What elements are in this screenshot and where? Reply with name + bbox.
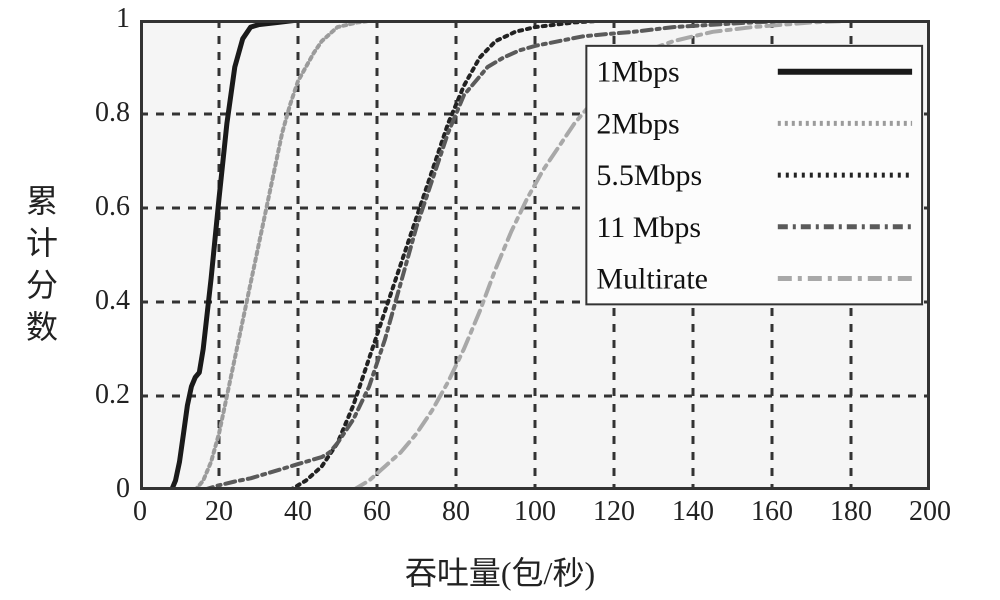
xtick-label: 0	[110, 496, 170, 528]
legend-label-Multirate: Multirate	[596, 263, 708, 296]
xtick-label: 200	[900, 496, 960, 528]
plot-area: 1Mbps2Mbps5.5Mbps11 MbpsMultirate 00.20.…	[140, 20, 930, 495]
ytick-label: 0.8	[70, 97, 130, 129]
plot-svg: 1Mbps 2Mbps 5.5Mbps 11 Mbps Multirate	[140, 20, 930, 490]
xtick-label: 180	[821, 496, 881, 528]
xtick-label: 60	[347, 496, 407, 528]
y-axis-label: 累计分数	[25, 180, 59, 348]
cdf-chart-figure: 累计分数 1Mbps 2Mbps 5.5Mbps 11 Mbps Multirate 0…	[0, 0, 1000, 600]
xtick-label: 140	[663, 496, 723, 528]
legend-label-2Mbps: 2Mbps	[596, 107, 679, 140]
ytick-label: 1	[70, 3, 130, 35]
xtick-label: 120	[584, 496, 644, 528]
legend-label-11 Mbps: 11 Mbps	[596, 211, 701, 244]
xtick-label: 100	[505, 496, 565, 528]
ytick-label: 0.6	[70, 191, 130, 223]
legend-label-1Mbps: 1Mbps	[596, 56, 679, 89]
xtick-label: 20	[189, 496, 249, 528]
ytick-label: 0.2	[70, 379, 130, 411]
xtick-label: 160	[742, 496, 802, 528]
xtick-label: 80	[426, 496, 486, 528]
x-axis-label: 吞吐量(包/秒)	[0, 548, 1000, 594]
legend-label-5.5Mbps: 5.5Mbps	[596, 159, 702, 192]
ytick-label: 0.4	[70, 285, 130, 317]
xtick-label: 40	[268, 496, 328, 528]
